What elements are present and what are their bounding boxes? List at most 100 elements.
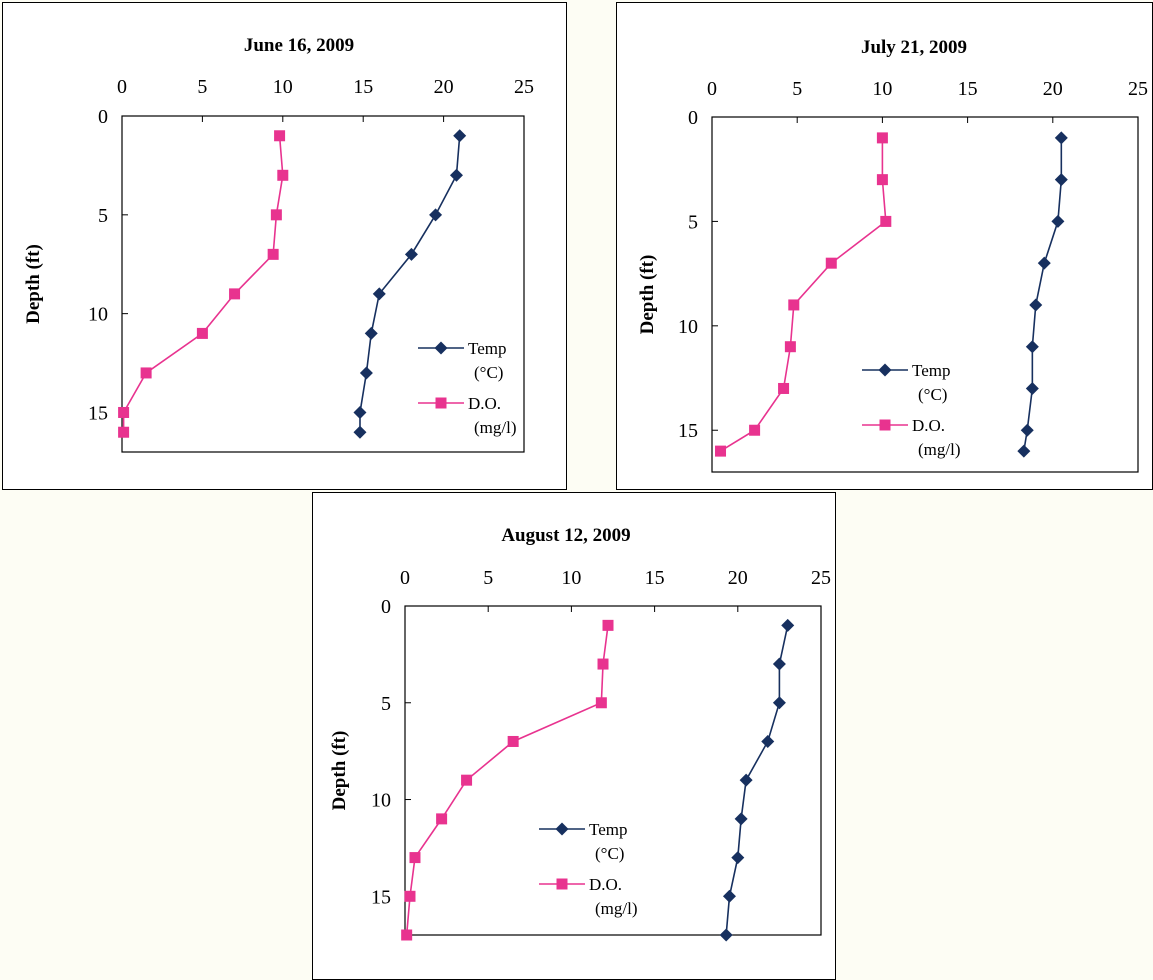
- y-tick-label: 0: [688, 107, 698, 129]
- x-tick-label: 15: [353, 76, 373, 98]
- data-point: [876, 174, 888, 186]
- x-tick-label: 10: [872, 78, 892, 100]
- x-tick-label: 25: [811, 567, 831, 589]
- legend-label: (°C): [918, 385, 947, 404]
- legend-label: (mg/l): [474, 418, 517, 437]
- data-point: [404, 247, 418, 261]
- chart-panel-june: June 16, 2009 0 5 10 15 20 25 0 5 10 15 Depth (ft) T…: [2, 2, 567, 490]
- data-point: [722, 889, 736, 903]
- data-point: [118, 406, 130, 418]
- data-point: [1054, 131, 1068, 145]
- data-point: [739, 773, 753, 787]
- data-point: [449, 168, 463, 182]
- legend-label: (mg/l): [595, 899, 638, 918]
- data-point: [731, 851, 745, 865]
- data-point: [788, 299, 800, 311]
- data-point: [229, 288, 241, 300]
- y-axis-label: Depth (ft): [329, 731, 350, 811]
- data-point: [772, 696, 786, 710]
- x-tick-label: 0: [400, 567, 410, 589]
- x-tick-label: 20: [728, 567, 748, 589]
- x-tick-label: 10: [561, 567, 581, 589]
- data-point: [372, 287, 386, 301]
- chart-svg: July 21, 2009 0 5 10 15 20 25 0 5 10 15 Depth (ft) T…: [637, 37, 1148, 473]
- data-point: [401, 929, 413, 941]
- data-point: [781, 618, 795, 632]
- chart-svg: August 12, 2009 0 5 10 15 20 25 0 5 10 15 Depth (ft…: [329, 525, 831, 942]
- data-point: [140, 367, 152, 379]
- x-tick-label: 10: [273, 76, 293, 98]
- data-point: [1017, 444, 1031, 458]
- data-point: [409, 852, 421, 864]
- y-axis-label: Depth (ft): [637, 255, 658, 335]
- data-point: [270, 209, 282, 221]
- data-point: [267, 248, 279, 260]
- x-tick-label: 5: [483, 567, 493, 589]
- legend-label: Temp: [468, 339, 506, 358]
- data-point: [1051, 214, 1065, 228]
- legend-marker: [434, 341, 448, 355]
- x-tick-label: 20: [1043, 78, 1063, 100]
- series-temp: [719, 618, 795, 942]
- data-point: [1025, 381, 1039, 395]
- y-axis-label: Depth (ft): [23, 244, 44, 324]
- data-point: [277, 169, 289, 181]
- legend-label: D.O.: [589, 875, 622, 894]
- y-tick-label: 15: [678, 420, 698, 442]
- chart-title: July 21, 2009: [861, 37, 967, 58]
- data-point: [749, 424, 761, 436]
- chart-title: August 12, 2009: [501, 525, 630, 546]
- legend-label: (°C): [474, 363, 503, 382]
- series-temp: [353, 129, 467, 439]
- x-tick-label: 15: [958, 78, 978, 100]
- y-tick-label: 0: [381, 596, 391, 618]
- data-point: [597, 658, 609, 670]
- y-tick-label: 5: [381, 693, 391, 715]
- series-do: [715, 132, 892, 457]
- legend-marker: [435, 397, 447, 409]
- legend-entry: Temp (°C): [862, 361, 950, 404]
- data-point: [404, 890, 416, 902]
- data-point: [274, 130, 286, 142]
- data-point: [436, 813, 448, 825]
- data-point: [196, 327, 208, 339]
- y-tick-label: 15: [371, 886, 391, 908]
- chart-title: June 16, 2009: [244, 35, 354, 56]
- data-point: [453, 129, 467, 143]
- x-tick-label: 15: [645, 567, 665, 589]
- plot-area: [121, 115, 525, 453]
- legend-entry: D.O. (mg/l): [539, 875, 638, 918]
- x-tick-label: 25: [1128, 78, 1148, 100]
- data-point: [880, 215, 892, 227]
- data-point: [1037, 256, 1051, 270]
- series-do: [118, 130, 289, 438]
- legend-label: D.O.: [468, 394, 501, 413]
- data-point: [1054, 173, 1068, 187]
- data-point: [507, 735, 519, 747]
- y-tick-label: 5: [688, 211, 698, 233]
- data-point: [761, 734, 775, 748]
- x-tick-label: 0: [707, 78, 717, 100]
- y-tick-label: 10: [88, 304, 108, 326]
- legend-entry: Temp (°C): [539, 820, 627, 863]
- data-point: [359, 366, 373, 380]
- data-point: [364, 326, 378, 340]
- legend-label: (mg/l): [918, 440, 961, 459]
- legend-entry: D.O. (mg/l): [418, 394, 517, 437]
- y-tick-label: 0: [98, 106, 108, 128]
- data-point: [772, 657, 786, 671]
- legend-label: Temp: [912, 361, 950, 380]
- legend-marker: [556, 878, 568, 890]
- data-point: [353, 405, 367, 419]
- data-point: [825, 257, 837, 269]
- legend-entry: Temp (°C): [418, 339, 506, 382]
- data-point: [1029, 298, 1043, 312]
- legend-label: D.O.: [912, 416, 945, 435]
- data-point: [715, 445, 727, 457]
- x-tick-label: 5: [792, 78, 802, 100]
- y-tick-label: 10: [678, 316, 698, 338]
- data-point: [1020, 423, 1034, 437]
- x-tick-label: 0: [117, 76, 127, 98]
- data-point: [602, 619, 614, 631]
- chart-panel-august: August 12, 2009 0 5 10 15 20 25 0 5 10 15 Depth (ft…: [312, 492, 836, 980]
